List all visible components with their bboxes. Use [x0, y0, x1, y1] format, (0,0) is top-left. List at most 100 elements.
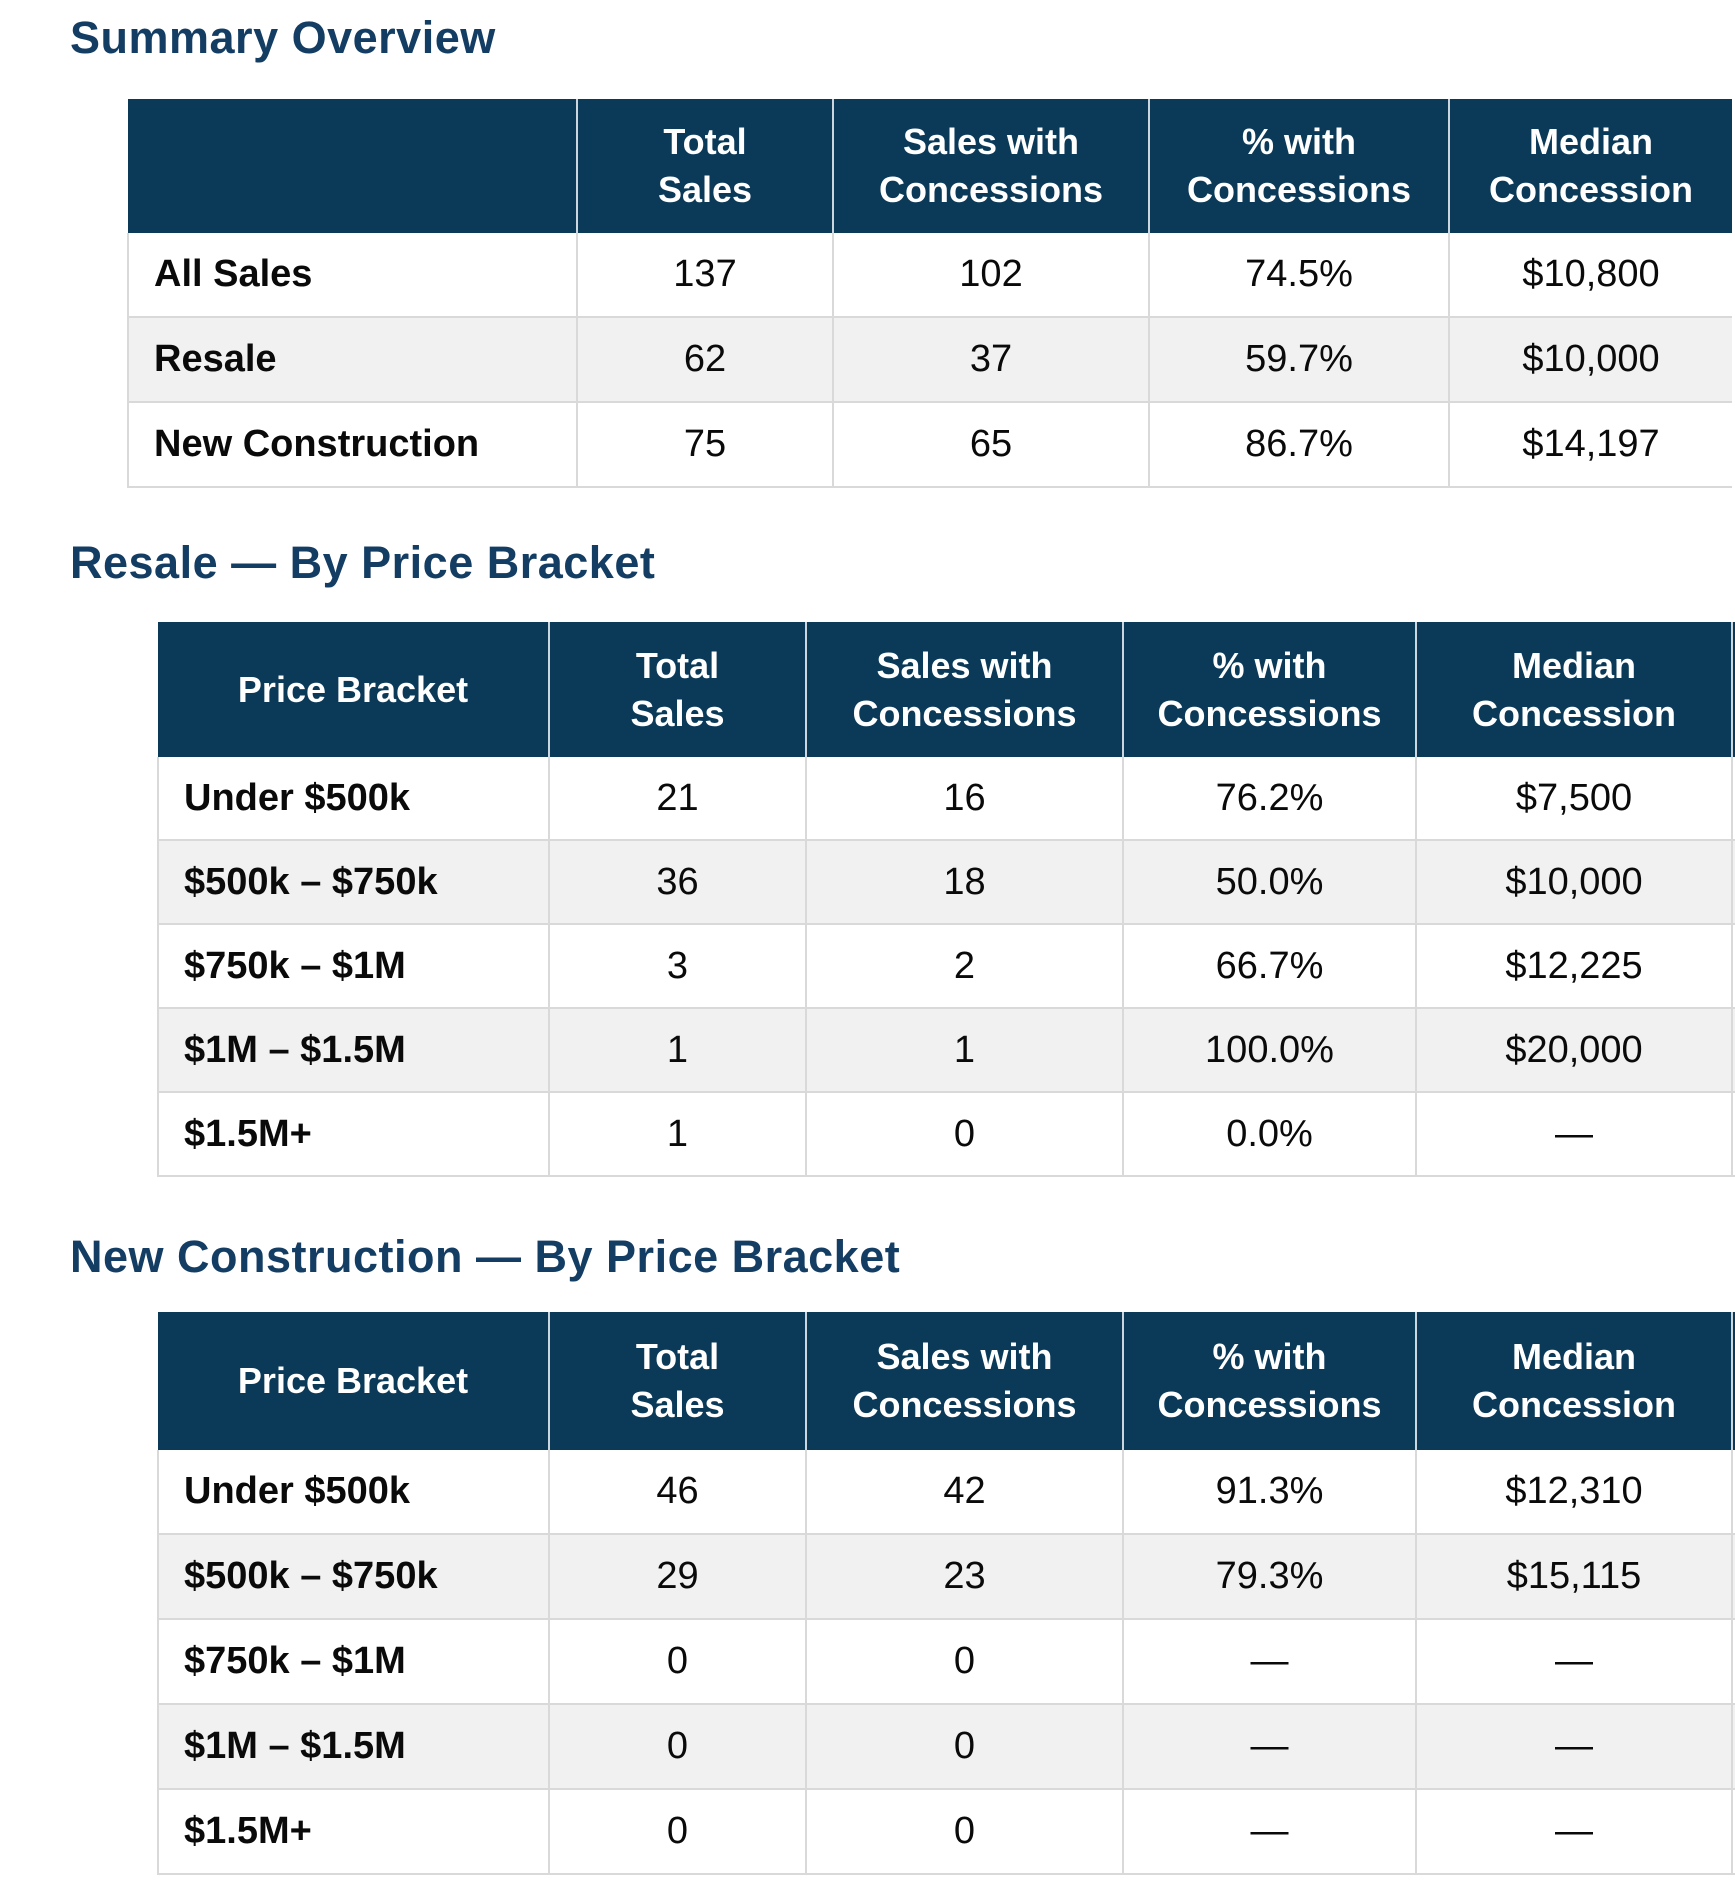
- table-row: Under $500k 21 16 76.2% $7,500: [157, 757, 1735, 840]
- cell-total-sales: 1: [548, 1091, 806, 1177]
- column-header-total-sales: Total Sales: [548, 622, 806, 757]
- cell-pct-with-concessions: 91.3%: [1122, 1450, 1416, 1534]
- table-row: $1.5M+ 1 0 0.0% —: [157, 1091, 1735, 1177]
- column-header-total-sales: Total Sales: [548, 1312, 806, 1450]
- table-row: $750k – $1M 3 2 66.7% $12,225: [157, 923, 1735, 1008]
- clipped-column-header: [1731, 622, 1735, 757]
- header-row: Price Bracket Total Sales Sales with Conce…: [158, 622, 1735, 757]
- cell-total-sales: 46: [548, 1450, 806, 1534]
- new-construction-by-price-bracket-table: Price Bracket Total Sales Sales with Conce…: [157, 1312, 1735, 1875]
- cell-total-sales: 29: [548, 1533, 806, 1619]
- section-title-resale-by-price-bracket: Resale — By Price Bracket: [70, 537, 656, 588]
- cell-median-concession: $7,500: [1415, 757, 1732, 840]
- cell-sales-with-concessions: 65: [832, 401, 1149, 488]
- cell-total-sales: 0: [548, 1703, 806, 1789]
- column-header-price-bracket: Price Bracket: [158, 622, 549, 757]
- row-label: Resale: [127, 316, 577, 402]
- row-label: $1.5M+: [157, 1788, 549, 1875]
- row-label: $750k – $1M: [157, 923, 549, 1008]
- cell-total-sales: 21: [548, 757, 806, 840]
- clipped-column-cell: [1731, 839, 1735, 924]
- cell-sales-with-concessions: 1: [805, 1007, 1123, 1092]
- clipped-column-cell: [1731, 923, 1735, 1008]
- cell-pct-with-concessions: 66.7%: [1122, 923, 1416, 1008]
- row-label: $1M – $1.5M: [157, 1703, 549, 1789]
- clipped-column-cell: [1731, 1007, 1735, 1092]
- column-header-total-sales: Total Sales: [576, 99, 833, 233]
- table-row: $500k – $750k 36 18 50.0% $10,000: [157, 839, 1735, 924]
- cell-median-concession: $20,000: [1415, 1007, 1732, 1092]
- cell-sales-with-concessions: 42: [805, 1450, 1123, 1534]
- cell-sales-with-concessions: 18: [805, 839, 1123, 924]
- cell-pct-with-concessions: 76.2%: [1122, 757, 1416, 840]
- row-label: $500k – $750k: [157, 1533, 549, 1619]
- table-row: Resale 62 37 59.7% $10,000: [127, 316, 1732, 402]
- row-label: $1M – $1.5M: [157, 1007, 549, 1092]
- clipped-column-cell: [1731, 1091, 1735, 1177]
- cell-median-concession: $12,225: [1415, 923, 1732, 1008]
- cell-pct-with-concessions: 79.3%: [1122, 1533, 1416, 1619]
- row-label: $750k – $1M: [157, 1618, 549, 1704]
- cell-pct-with-concessions: 0.0%: [1122, 1091, 1416, 1177]
- cell-sales-with-concessions: 0: [805, 1703, 1123, 1789]
- column-header-median-concession: Median Concession: [1415, 1312, 1732, 1450]
- section-title-summary-overview: Summary Overview: [70, 12, 496, 63]
- clipped-column-cell: [1731, 1450, 1735, 1534]
- cell-median-concession: $12,310: [1415, 1450, 1732, 1534]
- table-row: All Sales 137 102 74.5% $10,800: [127, 233, 1732, 317]
- clipped-column-header: [1731, 1312, 1735, 1450]
- section-title-new-construction-by-price-bracket: New Construction — By Price Bracket: [70, 1231, 901, 1282]
- clipped-column-cell: [1731, 1618, 1735, 1704]
- cell-pct-with-concessions: —: [1122, 1703, 1416, 1789]
- column-header-sales-with-concessions: Sales with Concessions: [805, 1312, 1123, 1450]
- cell-median-concession: $14,197: [1448, 401, 1732, 488]
- cell-pct-with-concessions: 100.0%: [1122, 1007, 1416, 1092]
- cell-total-sales: 0: [548, 1618, 806, 1704]
- column-header-blank: [128, 99, 577, 233]
- clipped-column-cell: [1731, 1533, 1735, 1619]
- table-row: $1.5M+ 0 0 — —: [157, 1788, 1735, 1875]
- table-row: New Construction 75 65 86.7% $14,197: [127, 401, 1732, 488]
- column-header-pct-with-concessions: % with Concessions: [1122, 622, 1416, 757]
- table-row: $500k – $750k 29 23 79.3% $15,115: [157, 1533, 1735, 1619]
- cell-sales-with-concessions: 37: [832, 316, 1149, 402]
- cell-median-concession: —: [1415, 1703, 1732, 1789]
- cell-pct-with-concessions: 50.0%: [1122, 839, 1416, 924]
- table-row: $1M – $1.5M 1 1 100.0% $20,000: [157, 1007, 1735, 1092]
- cell-median-concession: —: [1415, 1091, 1732, 1177]
- row-label: All Sales: [127, 233, 577, 317]
- column-header-price-bracket: Price Bracket: [158, 1312, 549, 1450]
- column-header-sales-with-concessions: Sales with Concessions: [805, 622, 1123, 757]
- cell-pct-with-concessions: 74.5%: [1148, 233, 1449, 317]
- cell-total-sales: 62: [576, 316, 833, 402]
- cell-pct-with-concessions: —: [1122, 1618, 1416, 1704]
- cell-median-concession: $15,115: [1415, 1533, 1732, 1619]
- cell-sales-with-concessions: 0: [805, 1788, 1123, 1875]
- cell-median-concession: —: [1415, 1788, 1732, 1875]
- row-label: New Construction: [127, 401, 577, 488]
- cell-pct-with-concessions: 86.7%: [1148, 401, 1449, 488]
- summary-overview-table: Total Sales Sales with Concessions % with C…: [127, 99, 1732, 488]
- header-row: Total Sales Sales with Concessions % with C…: [128, 99, 1732, 233]
- table-row: Under $500k 46 42 91.3% $12,310: [157, 1450, 1735, 1534]
- cell-pct-with-concessions: 59.7%: [1148, 316, 1449, 402]
- cell-median-concession: $10,000: [1415, 839, 1732, 924]
- cell-sales-with-concessions: 16: [805, 757, 1123, 840]
- cell-sales-with-concessions: 23: [805, 1533, 1123, 1619]
- resale-by-price-bracket-table: Price Bracket Total Sales Sales with Conce…: [157, 622, 1735, 1177]
- clipped-column-cell: [1731, 1788, 1735, 1875]
- clipped-column-cell: [1731, 757, 1735, 840]
- cell-pct-with-concessions: —: [1122, 1788, 1416, 1875]
- cell-sales-with-concessions: 2: [805, 923, 1123, 1008]
- cell-sales-with-concessions: 0: [805, 1618, 1123, 1704]
- cell-total-sales: 3: [548, 923, 806, 1008]
- cell-median-concession: $10,800: [1448, 233, 1732, 317]
- row-label: $500k – $750k: [157, 839, 549, 924]
- cell-median-concession: —: [1415, 1618, 1732, 1704]
- column-header-median-concession: Median Concession: [1415, 622, 1732, 757]
- cell-sales-with-concessions: 102: [832, 233, 1149, 317]
- cell-median-concession: $10,000: [1448, 316, 1732, 402]
- header-row: Price Bracket Total Sales Sales with Conce…: [158, 1312, 1735, 1450]
- cell-sales-with-concessions: 0: [805, 1091, 1123, 1177]
- column-header-pct-with-concessions: % with Concessions: [1122, 1312, 1416, 1450]
